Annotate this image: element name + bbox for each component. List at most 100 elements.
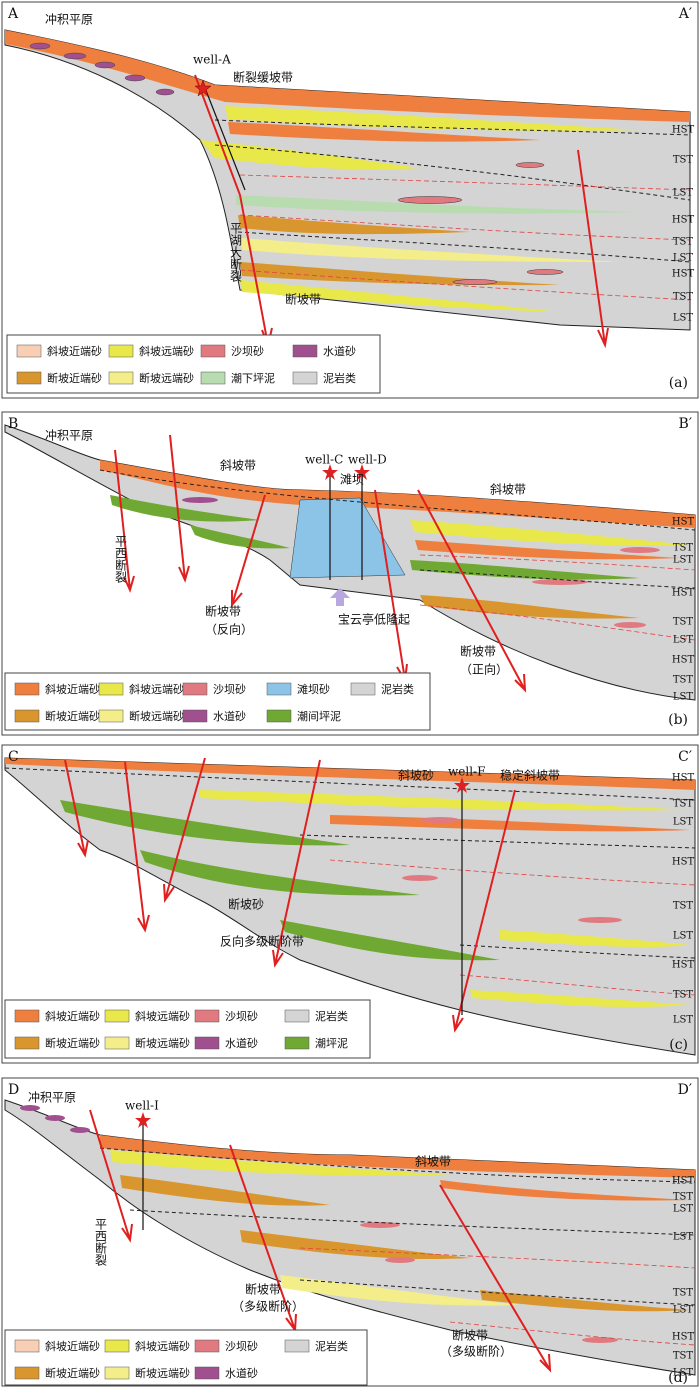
section-start: C bbox=[8, 749, 19, 765]
panel-a bbox=[1, 1, 699, 399]
legend-swatch bbox=[194, 1366, 220, 1380]
legend-label: 沙坝砂 bbox=[225, 1339, 258, 1353]
legend-label: 斜坡远端砂 bbox=[135, 1340, 190, 1353]
legend-label: 泥岩类 bbox=[381, 682, 414, 696]
legend-swatch bbox=[108, 344, 134, 358]
annotation: 断坡带 bbox=[285, 292, 321, 307]
legend-label: 水道砂 bbox=[225, 1366, 258, 1380]
legend-swatch bbox=[14, 1366, 40, 1380]
annotation: well-A bbox=[193, 53, 231, 67]
sequence-label: HST bbox=[672, 773, 695, 784]
legend-swatch bbox=[104, 1009, 130, 1023]
legend-label: 水道砂 bbox=[225, 1036, 258, 1050]
legend-label: 沙坝砂 bbox=[225, 1009, 258, 1023]
annotation: 平西断裂 bbox=[94, 1218, 108, 1266]
annotation: well-D bbox=[348, 453, 387, 467]
sequence-label: LST bbox=[673, 313, 693, 324]
legend-swatch bbox=[14, 1339, 40, 1353]
annotation: 断坡带 bbox=[452, 1328, 488, 1343]
legend-swatch bbox=[266, 682, 292, 696]
legend-label: 斜坡远端砂 bbox=[129, 683, 184, 696]
section-start: A bbox=[7, 6, 19, 22]
legend-label: 斜坡远端砂 bbox=[135, 1010, 190, 1023]
legend-swatch bbox=[16, 371, 42, 385]
legend-swatch bbox=[292, 371, 318, 385]
legend-label: 泥岩类 bbox=[323, 371, 356, 385]
annotation: 滩坝 bbox=[340, 473, 364, 487]
sequence-label: HST bbox=[672, 655, 695, 666]
annotation: （多级断阶） bbox=[232, 1299, 304, 1314]
legend-label: 斜坡近端砂 bbox=[45, 1340, 100, 1353]
legend-label: 断坡近端砂 bbox=[45, 709, 100, 723]
sequence-label: HST bbox=[672, 1176, 695, 1187]
legend-swatch bbox=[200, 371, 226, 385]
legend-swatch bbox=[182, 709, 208, 723]
annotation: 稳定斜坡带 bbox=[500, 768, 560, 783]
legend-swatch bbox=[14, 1009, 40, 1023]
sequence-label: HST bbox=[672, 960, 695, 971]
section-start: B bbox=[8, 416, 18, 432]
annotation: （反向） bbox=[205, 622, 253, 637]
legend-swatch bbox=[292, 344, 318, 358]
legend-swatch bbox=[16, 344, 42, 358]
annotation: 断坡砂 bbox=[228, 897, 264, 912]
section-end: B′ bbox=[679, 416, 692, 432]
annotation: 冲积平原 bbox=[45, 12, 93, 27]
annotation: 斜坡带 bbox=[415, 1155, 451, 1169]
sequence-label: TST bbox=[673, 901, 694, 912]
legend-box bbox=[6, 334, 381, 394]
section-end: C′ bbox=[678, 749, 692, 765]
sequence-label: TST bbox=[673, 237, 694, 248]
annotation: 斜坡带 bbox=[490, 483, 526, 497]
legend-swatch bbox=[284, 1339, 310, 1353]
legend-label: 断坡近端砂 bbox=[45, 1036, 100, 1050]
annotation: 斜坡带 bbox=[220, 459, 256, 473]
legend-swatch bbox=[98, 709, 124, 723]
sequence-label: TST bbox=[673, 1288, 694, 1299]
legend-swatch bbox=[182, 682, 208, 696]
legend-swatch bbox=[194, 1339, 220, 1353]
legend-swatch bbox=[14, 1036, 40, 1050]
legend-swatch bbox=[14, 709, 40, 723]
panel-tag: (a) bbox=[669, 375, 688, 391]
sequence-label: LST bbox=[673, 1368, 693, 1379]
legend-swatch bbox=[104, 1036, 130, 1050]
legend-swatch bbox=[284, 1036, 310, 1050]
annotation: well-I bbox=[125, 1099, 159, 1113]
legend-swatch bbox=[98, 682, 124, 696]
sequence-label: TST bbox=[673, 543, 694, 554]
annotation: 断裂缓坡带 bbox=[233, 70, 293, 85]
annotation: 反向多级断阶带 bbox=[220, 934, 304, 949]
legend-swatch bbox=[194, 1009, 220, 1023]
sequence-label: LST bbox=[673, 1015, 693, 1026]
section-end: A′ bbox=[678, 6, 692, 22]
sequence-label: LST bbox=[673, 188, 693, 199]
sequence-label: TST bbox=[673, 990, 694, 1001]
legend-label: 断坡远端砂 bbox=[135, 1366, 190, 1380]
annotation: 断坡带 bbox=[205, 604, 241, 619]
legend-swatch bbox=[108, 371, 134, 385]
legend-swatch bbox=[194, 1036, 220, 1050]
legend-label: 斜坡远端砂 bbox=[139, 345, 194, 358]
sequence-label: TST bbox=[673, 675, 694, 686]
legend-box bbox=[4, 1329, 368, 1386]
legend-label: 斜坡近端砂 bbox=[47, 345, 102, 358]
legend-label: 潮间坪泥 bbox=[297, 709, 341, 723]
legend-label: 潮下坪泥 bbox=[231, 371, 275, 385]
legend-label: 潮坪泥 bbox=[315, 1036, 348, 1050]
annotation: 宝云亭低隆起 bbox=[338, 612, 410, 627]
sequence-label: TST bbox=[673, 617, 694, 628]
sequence-label: TST bbox=[673, 1192, 694, 1203]
legend-label: 滩坝砂 bbox=[297, 682, 330, 696]
legend-swatch bbox=[104, 1339, 130, 1353]
legend-label: 斜坡近端砂 bbox=[45, 683, 100, 696]
legend-label: 断坡远端砂 bbox=[129, 709, 184, 723]
legend-label: 泥岩类 bbox=[315, 1339, 348, 1353]
section-start: D bbox=[8, 1082, 19, 1098]
sequence-label: LST bbox=[673, 1305, 693, 1316]
legend-label: 水道砂 bbox=[213, 709, 246, 723]
sequence-label: HST bbox=[672, 215, 695, 226]
legend-label: 断坡近端砂 bbox=[45, 1366, 100, 1380]
annotation: 冲积平原 bbox=[28, 1090, 76, 1105]
